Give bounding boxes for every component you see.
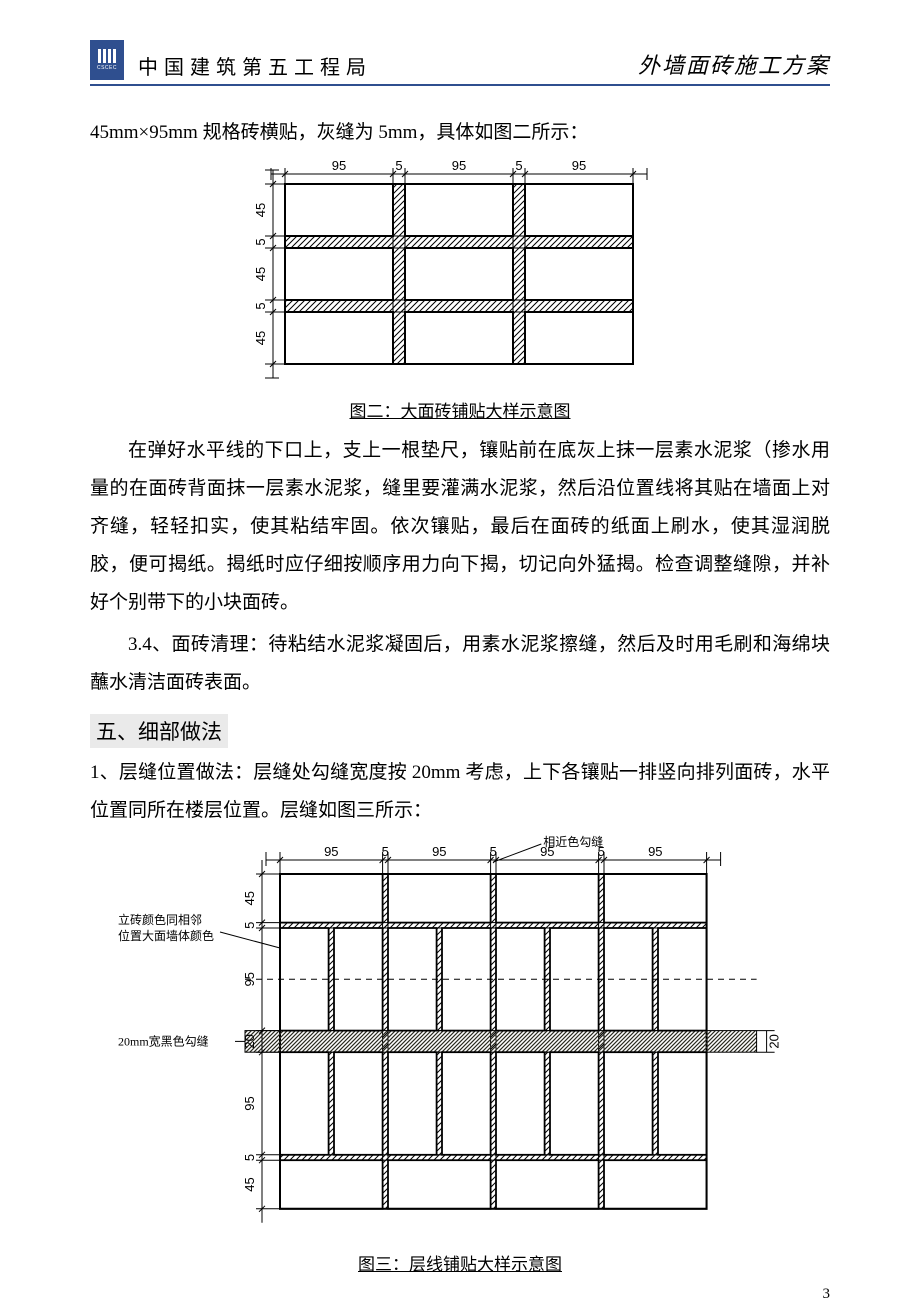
svg-text:45: 45 <box>242 891 257 905</box>
svg-text:5: 5 <box>515 158 522 173</box>
page-number: 3 <box>823 1286 831 1303</box>
svg-text:20mm宽黑色勾缝: 20mm宽黑色勾缝 <box>118 1033 209 1048</box>
doc-title: 外墙面砖施工方案 <box>638 48 830 80</box>
svg-text:95: 95 <box>242 972 257 986</box>
svg-text:95: 95 <box>324 844 338 859</box>
svg-text:95: 95 <box>242 1096 257 1110</box>
svg-text:5: 5 <box>490 844 497 859</box>
svg-text:5: 5 <box>242 1154 257 1161</box>
svg-text:5: 5 <box>253 238 268 245</box>
figure-2-svg: 95 5 95 5 95 45 5 45 5 45 <box>245 156 675 391</box>
svg-text:95: 95 <box>452 158 466 173</box>
svg-text:5: 5 <box>382 844 389 859</box>
section-5-heading: 五、细部做法 <box>90 706 830 754</box>
svg-text:45: 45 <box>242 1177 257 1191</box>
paragraph-3: 1、层缝位置做法：层缝处勾缝宽度按 20mm 考虑，上下各镶贴一排竖向排列面砖，… <box>90 754 830 830</box>
svg-text:95: 95 <box>332 158 346 173</box>
org-name: 中国建筑第五工程局 <box>138 51 372 80</box>
svg-text:5: 5 <box>253 302 268 309</box>
svg-text:相近色勾缝: 相近色勾缝 <box>543 834 603 849</box>
figure-3-caption: 图三：层线铺贴大样示意图 <box>90 1250 830 1275</box>
svg-text:95: 95 <box>432 844 446 859</box>
svg-text:立砖颜色同相邻: 立砖颜色同相邻 <box>118 912 202 927</box>
svg-text:5: 5 <box>242 922 257 929</box>
svg-text:45: 45 <box>253 331 268 345</box>
cscec-logo-icon: CSCEC <box>90 40 124 80</box>
figure-3: 95595595595相近色勾缝45595209554520立砖颜色同相邻位置大… <box>90 834 830 1244</box>
figure-2: 95 5 95 5 95 45 5 45 5 45 <box>90 156 830 391</box>
intro-line: 45mm×95mm 规格砖横贴，灰缝为 5mm，具体如图二所示： <box>90 114 830 152</box>
svg-text:45: 45 <box>253 267 268 281</box>
paragraph-1: 在弹好水平线的下口上，支上一根垫尺，镶贴前在底灰上抹一层素水泥浆（掺水用量的在面… <box>90 432 830 622</box>
paragraph-2: 3.4、面砖清理：待粘结水泥浆凝固后，用素水泥浆擦缝，然后及时用毛刷和海绵块蘸水… <box>90 626 830 702</box>
page-header: CSCEC 中国建筑第五工程局 外墙面砖施工方案 <box>90 40 830 86</box>
svg-text:5: 5 <box>395 158 402 173</box>
svg-text:20: 20 <box>767 1034 782 1048</box>
svg-text:95: 95 <box>648 844 662 859</box>
figure-3-svg: 95595595595相近色勾缝45595209554520立砖颜色同相邻位置大… <box>100 834 820 1244</box>
figure-2-caption: 图二：大面砖铺贴大样示意图 <box>90 397 830 422</box>
svg-text:95: 95 <box>572 158 586 173</box>
svg-text:位置大面墙体颜色: 位置大面墙体颜色 <box>118 928 214 943</box>
svg-text:45: 45 <box>253 203 268 217</box>
header-left: CSCEC 中国建筑第五工程局 <box>90 40 372 80</box>
